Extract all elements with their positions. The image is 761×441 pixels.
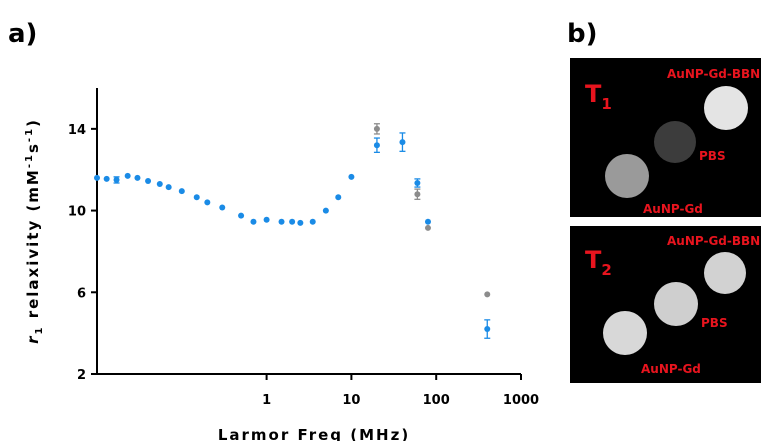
mri-t2-label-aunp-gd: AuNP-Gd [641, 362, 701, 376]
y-axis-subscript: 1 [34, 326, 45, 335]
data-point [322, 207, 329, 214]
y-axis-exponent-1: -1 [24, 153, 35, 168]
data-point [484, 291, 491, 298]
mri-t2-label: T2 [585, 246, 612, 279]
mri-t1-label-aunp-gd-bbn: AuNP-Gd-BBN [667, 67, 760, 81]
data-point [193, 194, 200, 201]
data-points [94, 123, 491, 339]
data-point [399, 139, 406, 146]
mri-t1-label: T1 [585, 80, 612, 113]
mri-t2-label-aunp-gd-bbn: AuNP-Gd-BBN [667, 234, 760, 248]
y-axis-mid: s [24, 142, 42, 153]
mri-t2-subscript: 2 [601, 261, 611, 279]
data-point [156, 181, 163, 188]
mri-t1-label-aunp-gd: AuNP-Gd [643, 202, 703, 216]
y-tick-label: 14 [68, 123, 86, 138]
data-point [113, 176, 120, 183]
y-ticks: 2 6 10 14 [68, 123, 97, 383]
mri-t2-sample-aunp-gd [603, 311, 647, 355]
mri-t2-sample-aunp-gd-bbn [704, 252, 746, 294]
data-point [219, 204, 226, 211]
x-tick-label: 1000 [503, 393, 539, 408]
panel-b-label: b) [567, 19, 598, 49]
data-point [165, 184, 172, 191]
mri-t1-sample-aunp-gd-bbn [704, 86, 748, 130]
data-point [414, 191, 421, 198]
x-tick-label: 100 [423, 393, 450, 408]
y-tick-label: 2 [77, 368, 86, 383]
mri-t1-sample-aunp-gd [605, 154, 649, 198]
mri-t2-panel: T2 AuNP-Gd-BBN PBS AuNP-Gd [570, 226, 761, 383]
mri-t2-label-pbs: PBS [701, 316, 728, 330]
data-point [238, 212, 245, 219]
data-point [145, 177, 152, 184]
data-point [134, 174, 141, 181]
y-axis-end: ) [24, 118, 42, 127]
data-point [348, 173, 355, 180]
data-point [278, 218, 285, 225]
mri-t1-label-pbs: PBS [699, 149, 726, 163]
y-axis-exponent-2: -1 [24, 127, 35, 142]
mri-t2-sample-pbs [654, 282, 698, 326]
data-point [424, 218, 431, 225]
data-point [297, 219, 304, 226]
y-axis-symbol: r [24, 334, 42, 343]
y-tick-label: 6 [77, 286, 86, 301]
mri-t1-sample-pbs [654, 121, 696, 163]
x-axis-title: Larmor Freq (MHz) [218, 426, 410, 441]
data-point [335, 194, 342, 201]
data-point [289, 218, 296, 225]
x-tick-label: 1 [262, 393, 271, 408]
mri-t2-letter: T [585, 246, 602, 274]
y-tick-label: 10 [68, 205, 86, 220]
mri-t1-panel: T1 AuNP-Gd-BBN PBS AuNP-Gd [570, 58, 761, 217]
panel-a-label: a) [8, 19, 37, 49]
mri-t1-letter: T [585, 80, 602, 108]
y-axis-title: r1 relaxivity (mM-1s-1) [24, 118, 45, 344]
data-point [414, 179, 421, 186]
data-point [373, 142, 380, 149]
data-point [250, 218, 257, 225]
x-tick-label: 10 [342, 393, 360, 408]
data-point [94, 174, 100, 181]
data-point [103, 175, 110, 182]
x-ticks: 1 10 100 1000 [262, 374, 539, 408]
y-axis-text: relaxivity (mM [24, 168, 42, 325]
data-point [204, 199, 211, 206]
data-point [309, 218, 316, 225]
data-point [373, 125, 380, 132]
data-point [124, 172, 131, 179]
mri-t1-subscript: 1 [601, 95, 611, 113]
data-point [263, 216, 270, 223]
data-point [178, 188, 185, 195]
data-point [484, 326, 491, 333]
data-point [424, 224, 431, 231]
